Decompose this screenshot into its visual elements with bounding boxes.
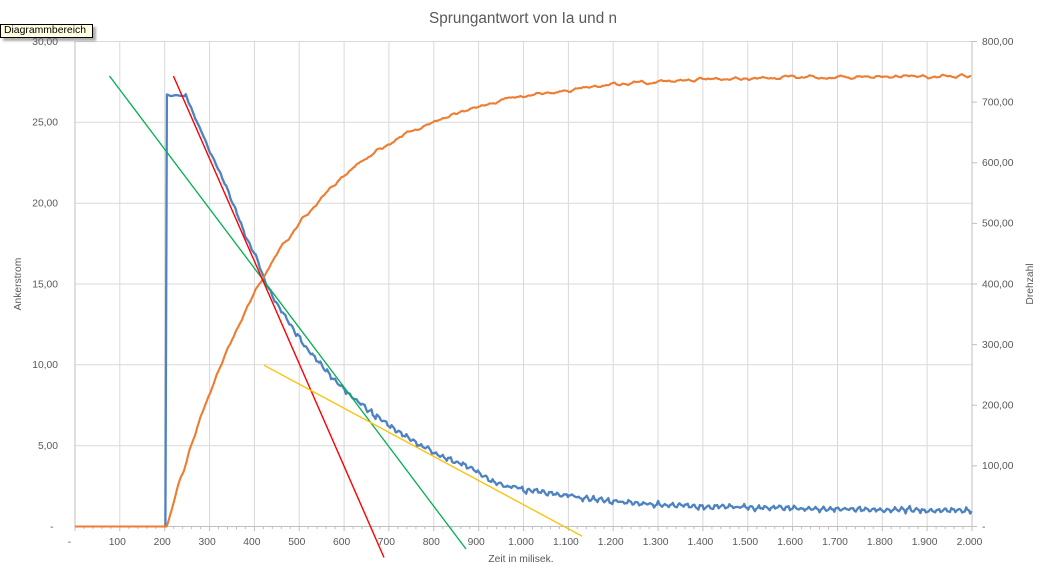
svg-text:20,00: 20,00 <box>32 199 58 210</box>
svg-text:500: 500 <box>288 537 305 548</box>
svg-text:1.400: 1.400 <box>688 537 714 548</box>
svg-text:300: 300 <box>199 537 216 548</box>
svg-text:400,00: 400,00 <box>982 279 1014 290</box>
svg-text:Sprungantwort von Ia und n: Sprungantwort von Ia und n <box>429 10 617 27</box>
svg-text:200,00: 200,00 <box>982 401 1014 412</box>
svg-text:1.300: 1.300 <box>643 537 669 548</box>
svg-text:1.100: 1.100 <box>553 537 579 548</box>
svg-text:800: 800 <box>423 537 440 548</box>
svg-text:600,00: 600,00 <box>982 158 1014 169</box>
svg-text:5,00: 5,00 <box>38 441 58 452</box>
svg-text:15,00: 15,00 <box>32 279 58 290</box>
svg-text:10,00: 10,00 <box>32 360 58 371</box>
svg-text:25,00: 25,00 <box>32 118 58 129</box>
svg-text:800,00: 800,00 <box>982 37 1014 48</box>
svg-text:Drehzahl: Drehzahl <box>1025 263 1036 304</box>
svg-text:1.500: 1.500 <box>732 537 758 548</box>
svg-text:1.200: 1.200 <box>598 537 624 548</box>
svg-text:1.000: 1.000 <box>508 537 534 548</box>
svg-text:900: 900 <box>468 537 485 548</box>
svg-text:Ankerstrom: Ankerstrom <box>13 258 24 311</box>
svg-text:-: - <box>68 537 71 548</box>
svg-text:300,00: 300,00 <box>982 340 1014 351</box>
svg-text:200: 200 <box>154 537 171 548</box>
svg-text:100,00: 100,00 <box>982 461 1014 472</box>
svg-text:1.700: 1.700 <box>822 537 848 548</box>
svg-text:1.900: 1.900 <box>912 537 938 548</box>
svg-text:500,00: 500,00 <box>982 219 1014 230</box>
svg-text:2.000: 2.000 <box>957 537 983 548</box>
svg-text:600: 600 <box>333 537 350 548</box>
svg-text:700: 700 <box>378 537 395 548</box>
svg-text:-: - <box>50 522 53 533</box>
svg-text:30,00: 30,00 <box>32 37 58 48</box>
svg-text:1.800: 1.800 <box>867 537 893 548</box>
svg-text:Zeit in milisek.: Zeit in milisek. <box>488 554 553 565</box>
svg-text:1.600: 1.600 <box>777 537 803 548</box>
svg-text:-: - <box>982 522 985 533</box>
svg-text:400: 400 <box>243 537 260 548</box>
svg-text:700,00: 700,00 <box>982 97 1014 108</box>
svg-text:100: 100 <box>109 537 126 548</box>
